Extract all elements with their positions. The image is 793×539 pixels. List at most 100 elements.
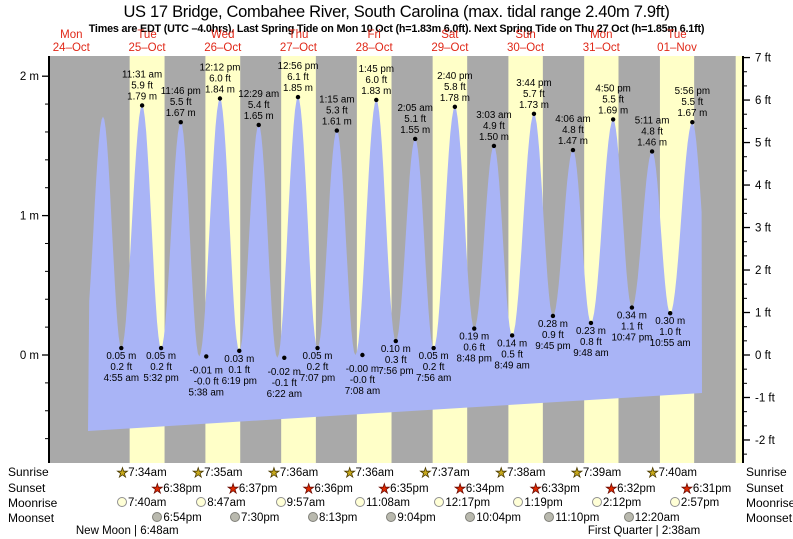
low-tide-annotation: 0.30 m 1.0 ft 10:55 am [650, 316, 691, 349]
high-tide-annotation: 5:56 pm 5.5 ft 1.67 m [675, 86, 710, 119]
chart-subtitle: Times are EDT (UTC –4.0hrs). Last Spring… [88, 23, 705, 35]
high-tide-annotation: 3:44 pm 5.7 ft 1.73 m [516, 78, 551, 111]
high-tide-point [690, 120, 695, 125]
low-tide-point [431, 345, 436, 351]
sunset-time: 6:32pm [617, 483, 656, 495]
tide-curve-area [88, 97, 702, 431]
sunset-star-icon: ★ [605, 481, 618, 496]
sunrise-entry: ★7:39am [571, 466, 621, 480]
almanac-label-left-sunset: Sunset [8, 481, 46, 495]
sunset-time: 6:37pm [238, 483, 278, 495]
sunrise-entry: ★7:37am [419, 466, 470, 480]
moonrise-entry: 11:08am [355, 497, 410, 510]
moonset-time: 11:10pm [555, 512, 600, 524]
day-label-31–Oct: Mon 31–Oct [582, 29, 620, 54]
almanac-label-right-moonset: Moonset [746, 511, 793, 525]
sunrise-time: 7:39am [582, 467, 622, 479]
sunrise-entry: ★7:38am [495, 466, 545, 480]
high-tide-point [531, 111, 537, 117]
moonset-circle-icon [230, 512, 240, 522]
sunrise-entry: ★7:36am [268, 466, 318, 480]
daylight-band [735, 56, 743, 463]
moon-phase-new-moon: New Moon | 6:48am [75, 525, 179, 537]
low-tide-point [119, 345, 124, 351]
moonrise-entry: 12:17pm [434, 497, 490, 510]
sunset-entry: ★6:38pm [151, 482, 202, 496]
low-tide-annotation: 0.28 m 0.9 ft 9:45 pm [535, 319, 570, 352]
low-tide-point [204, 354, 209, 359]
right-tick-label: 2 ft [755, 265, 772, 277]
sunset-entry: ★6:37pm [227, 482, 277, 496]
right-tick-label: -2 ft [755, 435, 776, 447]
sunset-time: 6:38pm [163, 483, 202, 495]
left-tick-label: 1 m [20, 211, 39, 223]
moonrise-entry: 2:57pm [669, 497, 719, 510]
moonset-entry: 10:04pm [465, 512, 521, 525]
high-tide-point [452, 104, 458, 110]
sunrise-time: 7:37am [431, 467, 470, 479]
moonrise-time: 8:47am [207, 497, 246, 509]
sunset-star-icon: ★ [681, 481, 693, 496]
high-tide-point [491, 143, 497, 149]
sunset-star-icon: ★ [378, 481, 391, 496]
low-tide-point [360, 352, 365, 358]
almanac-label-right-sunset: Sunset [746, 481, 784, 495]
sunrise-star-icon: ★ [116, 465, 129, 480]
right-tick-label: 3 ft [755, 223, 772, 235]
low-tide-annotation: 0.05 m 0.2 ft 7:56 am [416, 351, 451, 384]
high-tide-annotation: 2:05 am 5.1 ft 1.55 m [397, 103, 432, 136]
sunrise-star-icon: ★ [495, 465, 508, 480]
low-tide-point [158, 345, 164, 351]
sunset-entry: ★6:36pm [302, 482, 353, 496]
sunset-entry: ★6:31pm [681, 482, 731, 496]
moonrise-circle-icon [434, 497, 445, 507]
high-tide-point [217, 96, 223, 101]
moonset-time: 10:04pm [476, 512, 521, 524]
moonset-entry: 11:10pm [544, 512, 599, 525]
high-tide-point [256, 122, 261, 128]
moonset-circle-icon [386, 512, 397, 522]
high-tide-annotation: 3:03 am 4.9 ft 1.50 m [476, 110, 511, 143]
high-tide-annotation: 11:46 pm 5.5 ft 1.67 m [161, 86, 201, 119]
high-tide-annotation: 4:06 am 4.8 ft 1.47 m [555, 114, 590, 147]
sunset-star-icon: ★ [454, 481, 466, 496]
sunrise-time: 7:36am [279, 467, 319, 479]
low-tide-point [550, 313, 556, 319]
moonrise-circle-icon [355, 497, 366, 507]
moonset-circle-icon [152, 512, 163, 522]
high-tide-annotation: 2:40 pm 5.8 ft 1.78 m [437, 71, 472, 104]
low-tide-point [237, 348, 242, 354]
low-tide-point [629, 305, 635, 310]
right-tick-label: 1 ft [755, 308, 772, 320]
high-tide-point [295, 94, 301, 100]
moonrise-entry: 2:12pm [591, 497, 641, 510]
right-tick-label: 5 ft [755, 138, 772, 150]
low-tide-annotation: -0.01 m -0.0 ft 5:38 am [189, 365, 224, 398]
moonrise-time: 9:57am [286, 497, 325, 509]
sunrise-time: 7:35am [204, 467, 243, 479]
almanac-label-left-moonset: Moonset [8, 511, 55, 525]
low-tide-annotation: -0.00 m -0.0 ft 7:08 am [345, 364, 380, 397]
day-label-29–Oct: Sat 29–Oct [431, 29, 469, 54]
high-tide-annotation: 12:29 am 5.4 ft 1.65 m [238, 89, 279, 122]
high-tide-annotation: 1:15 am 5.3 ft 1.61 m [319, 95, 354, 128]
sunset-star-icon: ★ [529, 481, 542, 496]
day-label-26–Oct: Wed 26–Oct [204, 29, 242, 54]
low-tide-annotation: -0.02 m -0.1 ft 6:22 am [267, 367, 302, 400]
sunrise-entry: ★7:35am [192, 466, 242, 480]
moonrise-time: 11:08am [366, 497, 410, 509]
sunrise-star-icon: ★ [268, 465, 280, 480]
high-tide-annotation: 12:56 pm 6.1 ft 1.85 m [278, 61, 319, 94]
low-tide-annotation: 0.05 m 0.2 ft 4:55 am [104, 351, 139, 384]
right-tick-label: 7 ft [755, 53, 772, 65]
low-tide-point [315, 345, 320, 351]
sunset-time: 6:36pm [314, 483, 353, 495]
almanac-label-left-sunrise: Sunrise [8, 465, 49, 479]
high-tide-point [412, 136, 418, 142]
sunset-entry: ★6:33pm [529, 481, 579, 496]
moonset-time: 12:20am [634, 512, 680, 524]
sunset-time: 6:31pm [692, 483, 732, 495]
sunrise-entry: ★7:40am [647, 466, 697, 480]
low-tide-annotation: 0.19 m 0.6 ft 8:48 pm [457, 332, 492, 365]
